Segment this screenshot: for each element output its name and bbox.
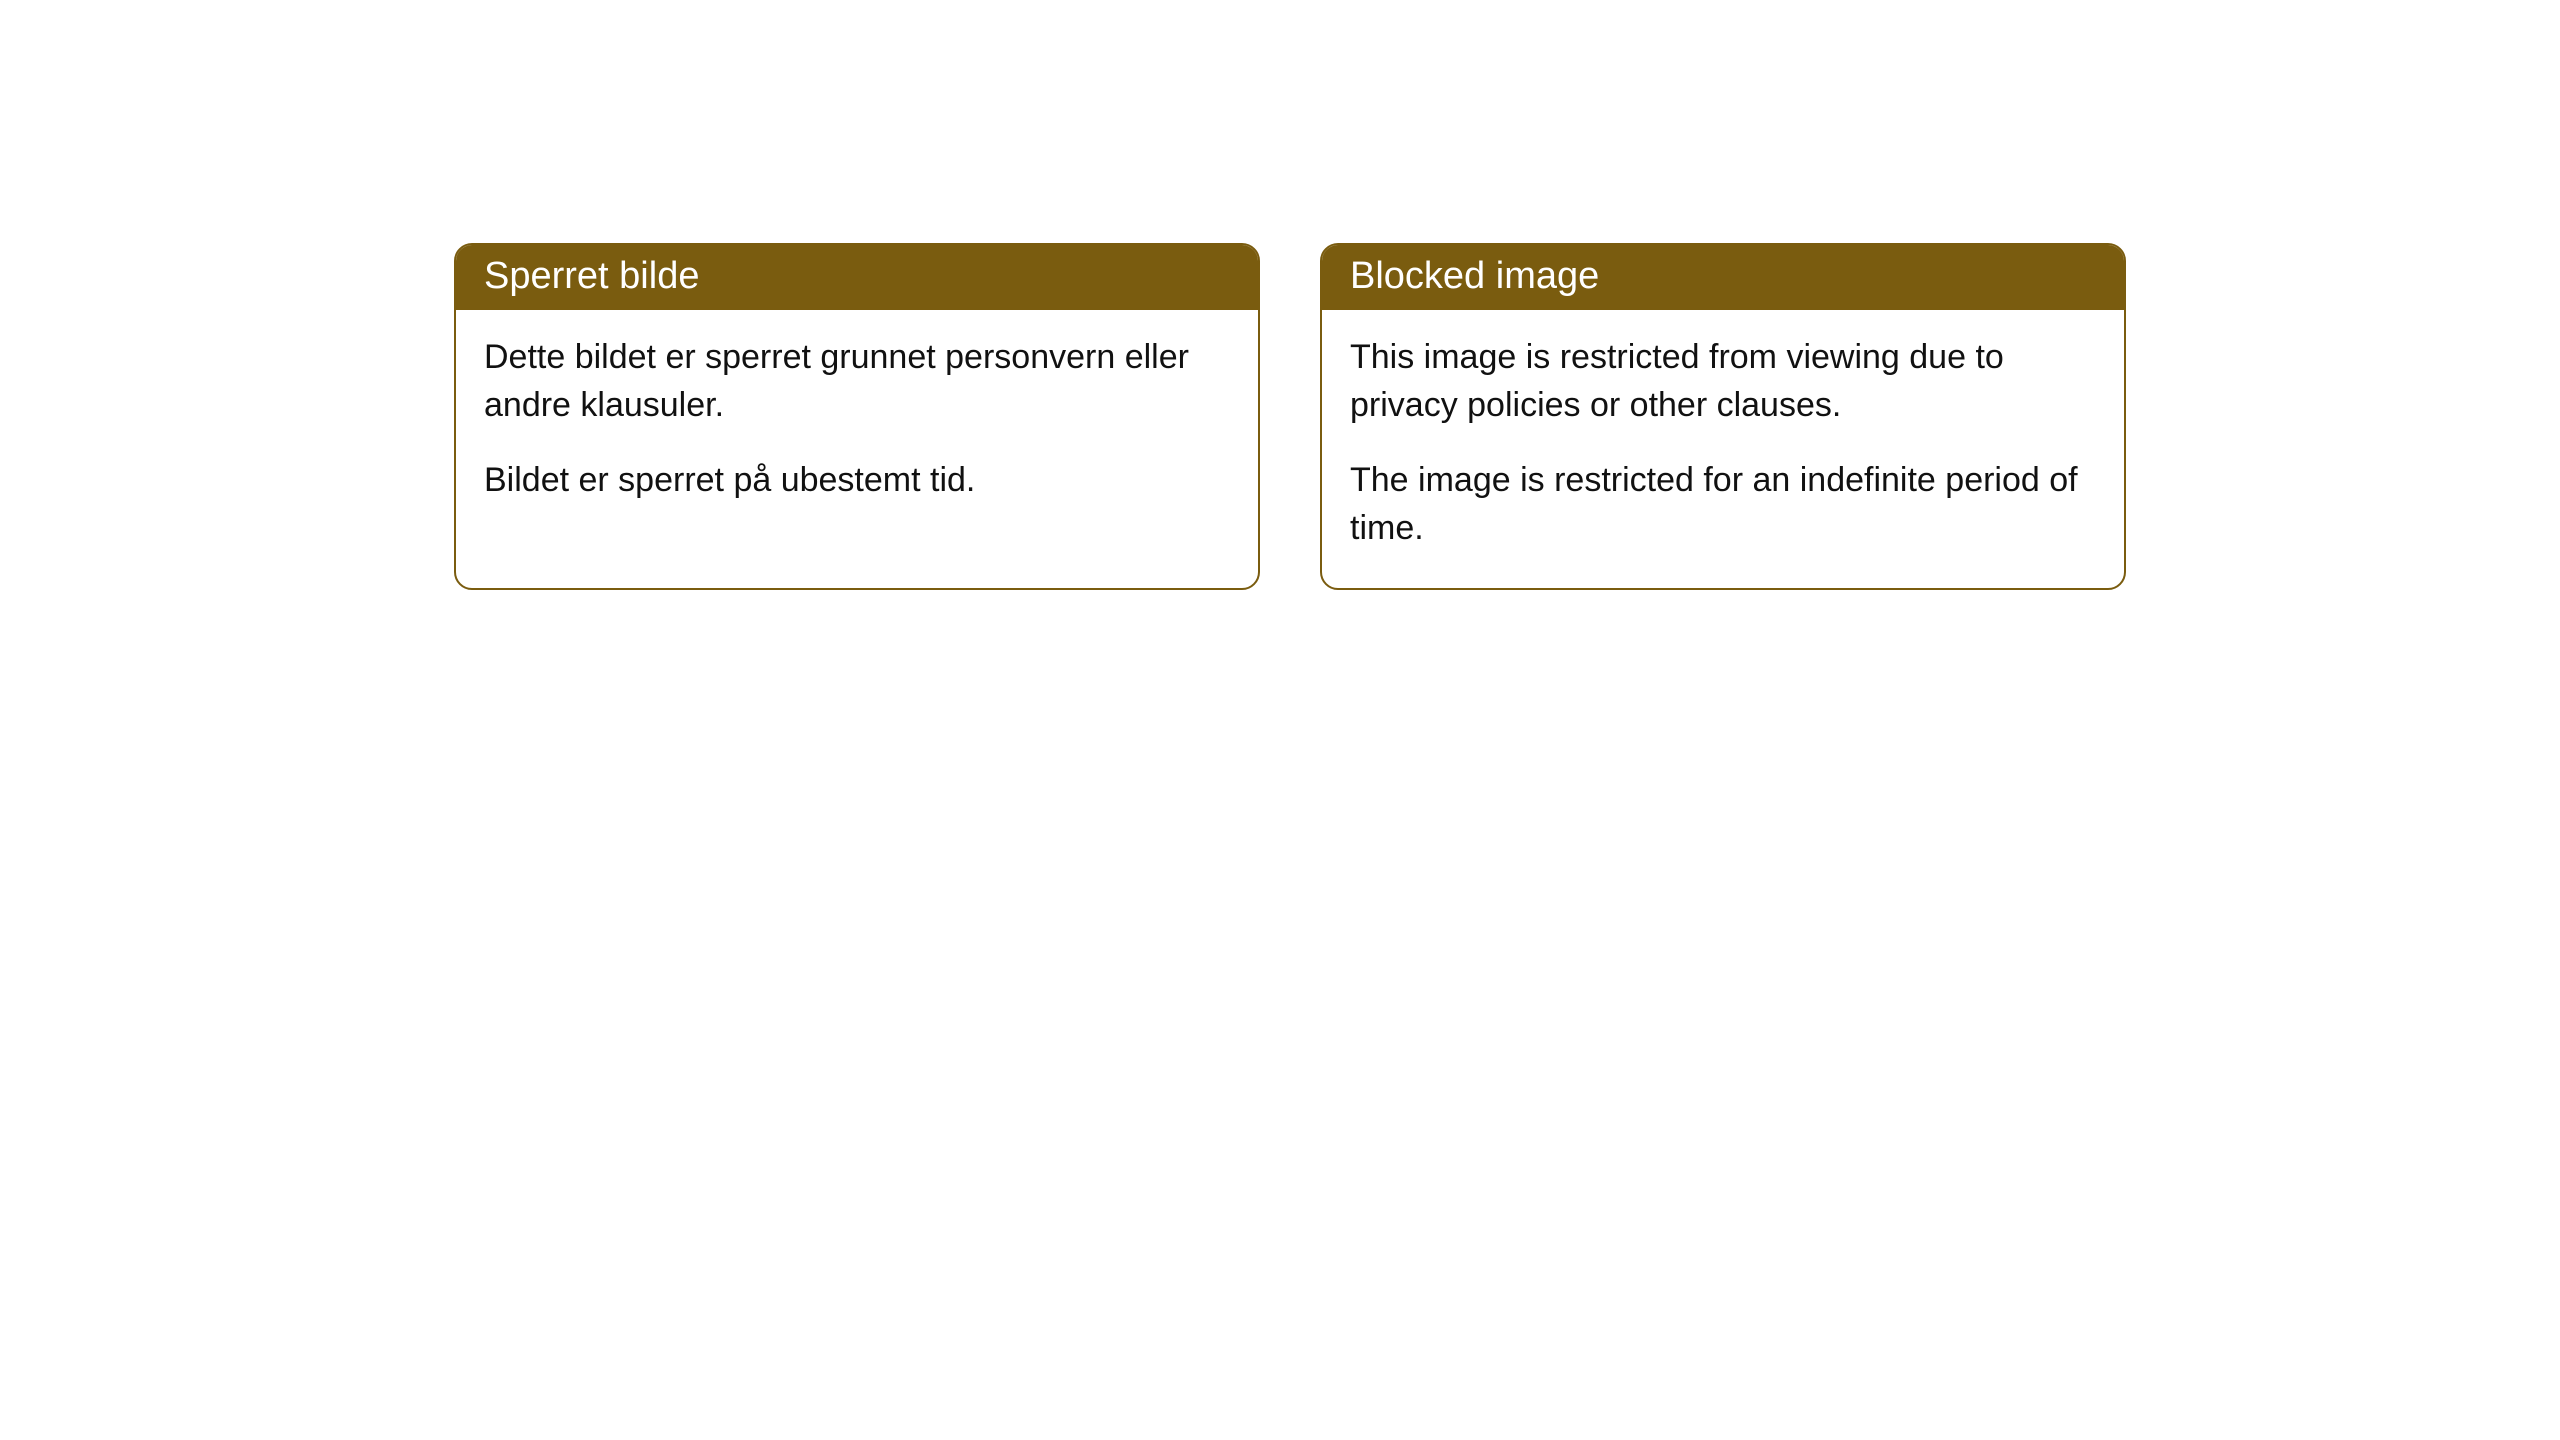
card-paragraph-1-en: This image is restricted from viewing du… — [1350, 334, 2096, 429]
card-paragraph-1-no: Dette bildet er sperret grunnet personve… — [484, 334, 1230, 429]
card-body-no: Dette bildet er sperret grunnet personve… — [456, 310, 1258, 541]
blocked-image-card-en: Blocked image This image is restricted f… — [1320, 243, 2126, 590]
card-paragraph-2-no: Bildet er sperret på ubestemt tid. — [484, 457, 1230, 505]
card-title-en: Blocked image — [1322, 245, 2124, 310]
blocked-image-card-no: Sperret bilde Dette bildet er sperret gr… — [454, 243, 1260, 590]
card-paragraph-2-en: The image is restricted for an indefinit… — [1350, 457, 2096, 552]
notice-cards-container: Sperret bilde Dette bildet er sperret gr… — [0, 0, 2560, 590]
card-body-en: This image is restricted from viewing du… — [1322, 310, 2124, 588]
card-title-no: Sperret bilde — [456, 245, 1258, 310]
